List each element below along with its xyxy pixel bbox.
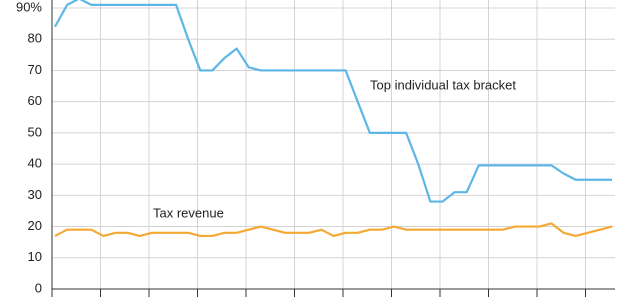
series-label: Tax revenue xyxy=(153,205,224,220)
y-tick-label: 10 xyxy=(28,249,42,264)
y-tick-label: 30 xyxy=(28,187,42,202)
y-tick-label: 20 xyxy=(28,218,42,233)
y-tick-label: 0 xyxy=(35,280,42,295)
y-tick-label: 60 xyxy=(28,93,42,108)
series-label: Top individual tax bracket xyxy=(370,77,516,92)
y-tick-label: 70 xyxy=(28,62,42,77)
y-tick-label: 40 xyxy=(28,156,42,171)
y-tick-label: 50 xyxy=(28,124,42,139)
series-line xyxy=(54,222,613,238)
series-line xyxy=(54,0,612,203)
vertical-grid xyxy=(51,0,586,289)
y-tick-label: 80 xyxy=(28,31,42,46)
y-tick-label: 90% xyxy=(16,0,42,14)
